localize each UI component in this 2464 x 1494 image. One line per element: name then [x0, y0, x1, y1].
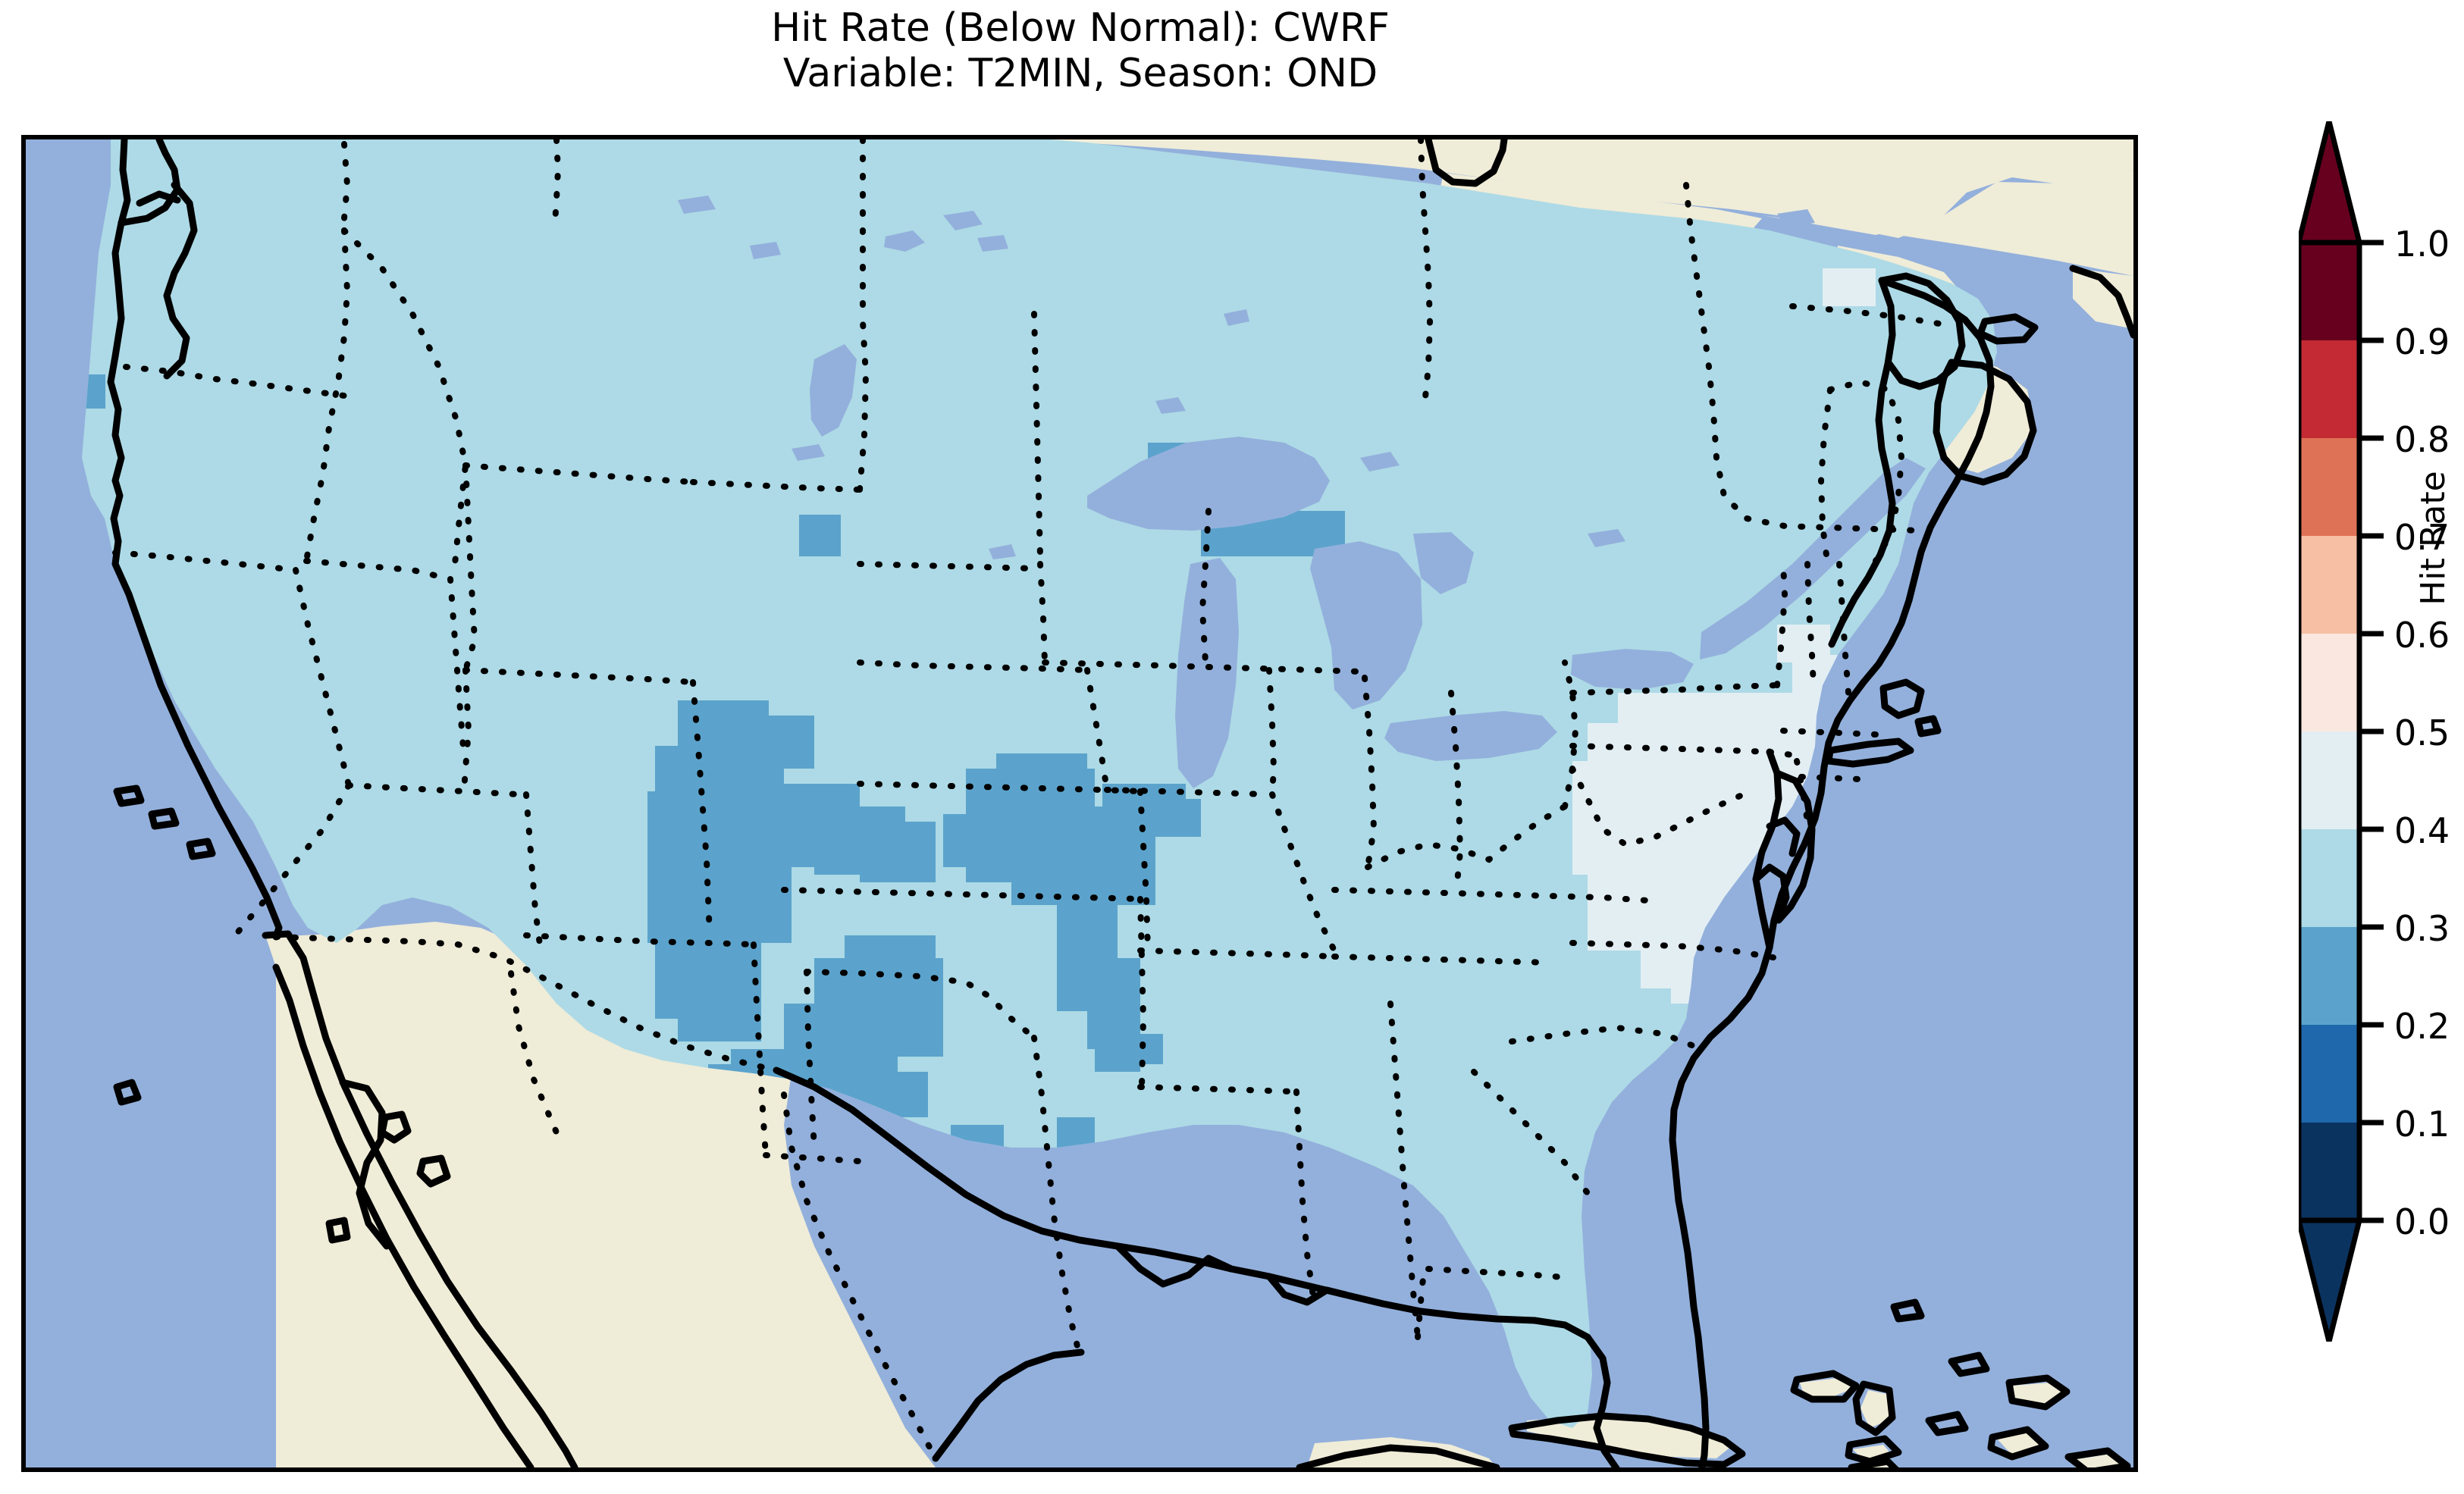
colorbar-tick-5: 0.5 — [2394, 713, 2450, 753]
colorbar-ticks — [2359, 240, 2384, 1223]
colorbar-tick-2: 0.2 — [2394, 1006, 2450, 1047]
colorbar-tick-0: 0.0 — [2394, 1201, 2450, 1242]
figure-title: Hit Rate (Below Normal): CWRF Variable: … — [0, 5, 2161, 97]
colorbar-tick-1: 0.1 — [2394, 1104, 2450, 1145]
map-svg — [26, 139, 2133, 1467]
colorbar-tick-7: 0.7 — [2394, 517, 2450, 558]
colorbar-tick-6: 0.6 — [2394, 615, 2450, 656]
colorbar-tick-labels: 1.0 0.9 0.8 0.7 0.6 0.5 0.4 0.3 0.2 0.1 … — [2394, 224, 2450, 1242]
great-lakes-layer — [678, 196, 1926, 788]
colorbar-tick-8: 0.8 — [2394, 419, 2450, 460]
colorbar-bands — [2299, 121, 2363, 1342]
colorbar-tick-9: 0.9 — [2394, 321, 2450, 362]
title-line-1: Hit Rate (Below Normal): CWRF — [771, 5, 1390, 51]
colorbar-tick-3: 0.3 — [2394, 908, 2450, 949]
colorbar-tick-10: 1.0 — [2394, 224, 2450, 265]
title-line-2: Variable: T2MIN, Season: OND — [782, 50, 1378, 96]
colorbar-axis-label: Hit Rate — [2414, 471, 2453, 606]
map-plot-area — [21, 135, 2138, 1472]
colorbar: 1.0 0.9 0.8 0.7 0.6 0.5 0.4 0.3 0.2 0.1 … — [2299, 121, 2464, 1342]
colorbar-under-arrow — [2299, 1217, 2363, 1342]
coastline-layer — [107, 139, 2133, 1467]
colorbar-svg: 1.0 0.9 0.8 0.7 0.6 0.5 0.4 0.3 0.2 0.1 … — [2299, 121, 2450, 1342]
state-borders-layer — [112, 139, 1947, 1461]
colorbar-over-arrow — [2299, 121, 2363, 246]
colorbar-tick-4: 0.4 — [2394, 810, 2450, 851]
